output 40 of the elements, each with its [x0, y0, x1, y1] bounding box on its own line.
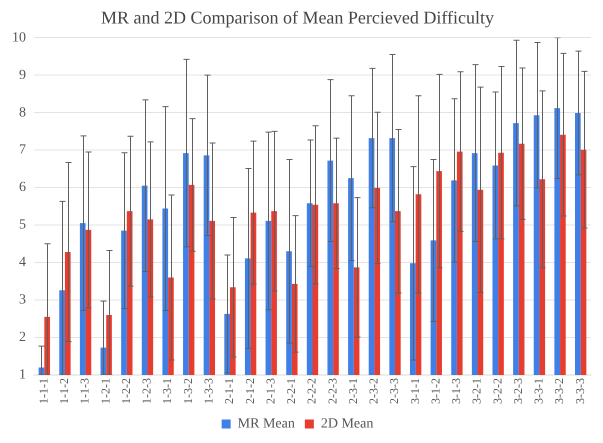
x-tick-label: 1-2-2 — [118, 378, 133, 404]
x-tick-label: 1-3-3 — [202, 378, 216, 404]
y-tick-label: 6 — [19, 180, 26, 196]
x-tick-label: 3-3-1 — [532, 378, 546, 404]
x-tick-label: 3-2-1 — [470, 378, 484, 404]
x-tick-label: 2-3-1 — [346, 378, 360, 404]
x-tick-label: 3-1-3 — [449, 378, 464, 404]
x-tick-label: 1-2-1 — [98, 378, 112, 404]
legend-label: MR Mean — [238, 416, 295, 432]
y-tick-label: 9 — [19, 68, 26, 83]
x-tick-label: 3-3-3 — [572, 378, 587, 404]
x-tick-label: 1-1-2 — [57, 378, 72, 404]
y-tick-label: 7 — [19, 142, 26, 158]
x-tick-label: 2-3-2 — [366, 378, 381, 404]
x-tick-label: 3-2-2 — [490, 378, 504, 404]
y-tick-label: 10 — [12, 30, 26, 46]
x-tick-label: 2-1-3 — [263, 378, 278, 404]
x-tick-label: 2-2-2 — [304, 378, 319, 404]
x-tick-label: 1-2-3 — [140, 378, 154, 404]
x-tick-label: 2-3-3 — [387, 378, 402, 404]
chart-title: MR and 2D Comparison of Mean Percieved Difficulty — [100, 8, 494, 28]
y-tick-label: 4 — [19, 255, 26, 270]
x-tick-label: 3-1-1 — [408, 378, 422, 404]
x-tick-label: 1-3-2 — [180, 378, 195, 404]
y-tick-label: 2 — [19, 330, 26, 346]
x-tick-label: 3-1-2 — [428, 378, 442, 404]
legend-label: 2D Mean — [320, 416, 374, 432]
y-tick-label: 5 — [19, 218, 26, 233]
x-tick-label: 1-1-1 — [36, 378, 50, 404]
x-tick-label: 3-2-3 — [510, 378, 525, 404]
y-tick-label: 1 — [19, 368, 26, 383]
x-tick-label: 2-2-3 — [325, 378, 340, 404]
x-tick-label: 2-1-2 — [242, 378, 257, 404]
x-tick-label: 2-2-1 — [284, 378, 298, 404]
x-tick-label: 3-3-2 — [552, 378, 566, 404]
y-tick-label: 8 — [19, 105, 26, 120]
x-tick-label: 1-1-3 — [78, 378, 92, 404]
x-tick-label: 2-1-1 — [222, 378, 236, 404]
x-tick-label: 1-3-1 — [160, 378, 174, 404]
y-tick-label: 3 — [19, 292, 26, 308]
